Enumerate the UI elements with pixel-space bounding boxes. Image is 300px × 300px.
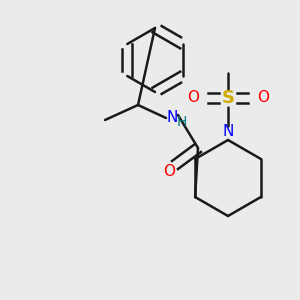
Text: N: N <box>166 110 178 125</box>
Text: S: S <box>221 89 235 107</box>
Text: H: H <box>177 115 187 129</box>
Text: O: O <box>163 164 175 179</box>
Text: O: O <box>187 91 199 106</box>
Text: N: N <box>222 124 234 140</box>
Text: O: O <box>257 91 269 106</box>
